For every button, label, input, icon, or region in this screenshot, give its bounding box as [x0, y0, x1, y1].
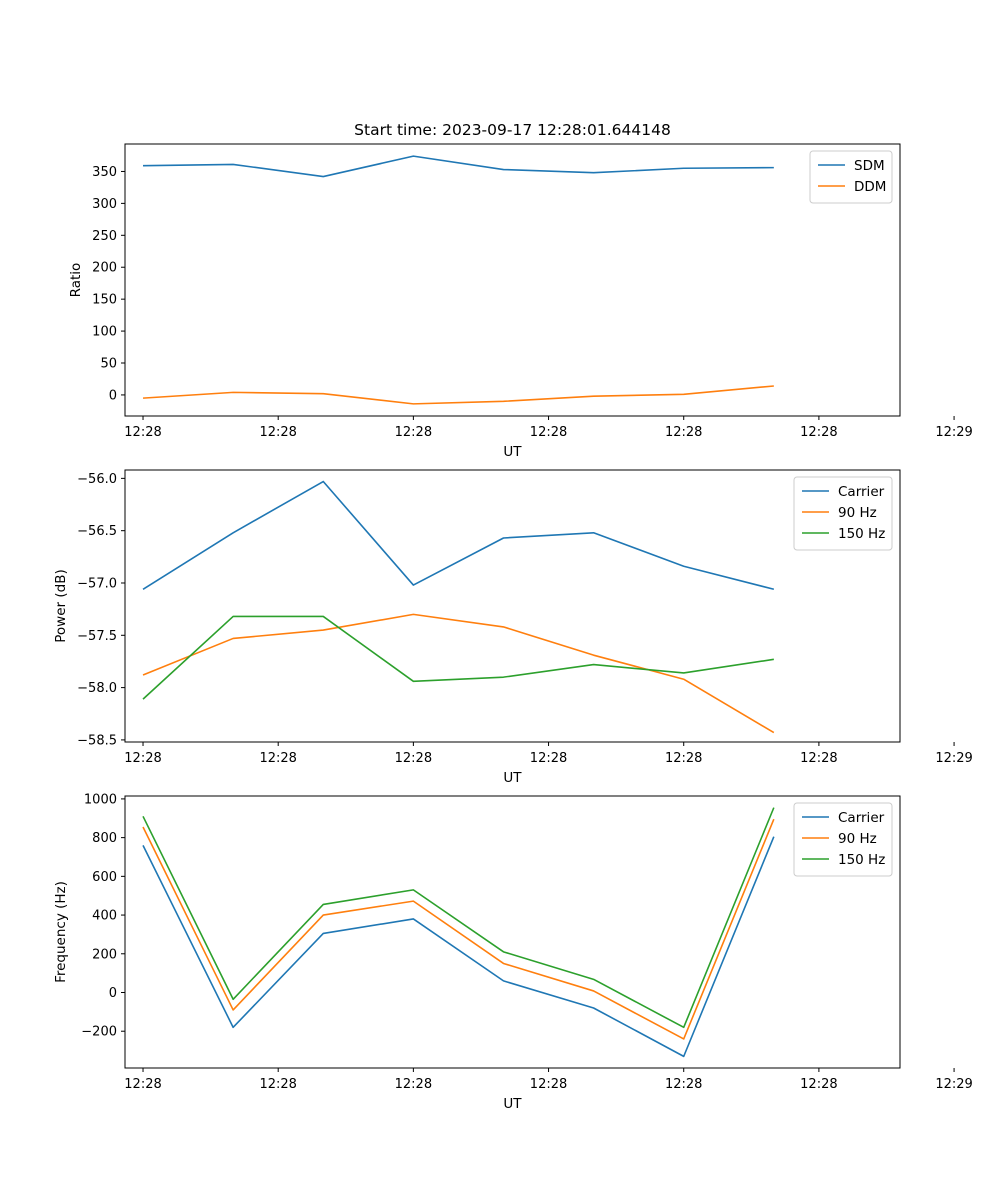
x-axis-label: UT: [503, 770, 522, 786]
x-tick-label: 12:29: [935, 751, 972, 766]
series-line-sdm: [143, 155, 774, 178]
legend-label: 150 Hz: [838, 526, 885, 542]
x-tick-label: 12:28: [800, 425, 837, 440]
y-tick-label: 300: [92, 197, 117, 212]
y-tick-label: 200: [92, 261, 117, 276]
legend-label: Carrier: [838, 810, 885, 826]
x-tick-label: 12:28: [665, 1077, 702, 1092]
chart-panel-2: 12:28 12:28 12:28 12:28 12:28 12:28 12:29 −58.5…: [53, 469, 973, 786]
y-axis-label: Power (dB): [53, 569, 69, 642]
y-tick-label: −57.5: [77, 629, 117, 644]
series-line-90-hz: [142, 613, 775, 734]
y-tick-label: 100: [92, 325, 117, 340]
legend-box: [809, 150, 893, 204]
x-tick-label: 12:28: [259, 751, 296, 766]
x-axis-label: UT: [503, 1096, 522, 1112]
axes-frame: [124, 795, 901, 1069]
series-line-carrier: [142, 836, 775, 1058]
y-tick-label: 600: [92, 870, 117, 885]
chart-panel-1: Start time: 2023-09-17 12:28:01.644148 12…: [68, 121, 973, 460]
y-tick-label: −57.0: [77, 576, 117, 591]
x-tick-label: 12:29: [935, 1077, 972, 1092]
x-tick-label: 12:28: [124, 425, 161, 440]
x-tick-label: 12:28: [259, 425, 296, 440]
legend: Carrier 90 Hz 150 Hz: [793, 802, 893, 877]
legend: Carrier 90 Hz 150 Hz: [793, 476, 893, 551]
series-line-ddm: [142, 385, 774, 405]
legend-box: [793, 802, 893, 877]
chart-title: Start time: 2023-09-17 12:28:01.644148: [354, 121, 671, 139]
x-tick-label: 12:28: [800, 1077, 837, 1092]
y-tick-label: 150: [92, 293, 117, 308]
y-tick-label: −58.0: [77, 681, 117, 696]
chart-panel-3: 12:28 12:28 12:28 12:28 12:28 12:28 12:29 −200 0…: [53, 792, 973, 1112]
y-tick-label: 800: [92, 831, 117, 846]
x-tick-label: 12:28: [665, 751, 702, 766]
y-tick-label: −58.5: [77, 733, 117, 748]
legend-label: Carrier: [838, 484, 885, 500]
legend-label: DDM: [854, 179, 886, 195]
x-tick-label: 12:28: [259, 1077, 296, 1092]
x-tick-label: 12:28: [395, 751, 432, 766]
y-tick-label: −56.0: [77, 472, 117, 487]
y-tick-label: −200: [81, 1025, 117, 1040]
x-tick-label: 12:28: [530, 751, 567, 766]
x-tick-label: 12:28: [800, 751, 837, 766]
series-line-150-hz: [142, 615, 774, 700]
y-tick-label: 400: [92, 909, 117, 924]
y-tick-label: 350: [92, 165, 117, 180]
x-tick-label: 12:28: [530, 1077, 567, 1092]
axes-frame: [124, 469, 901, 743]
y-tick-label: 0: [109, 986, 117, 1001]
x-tick-label: 12:28: [530, 425, 567, 440]
y-tick-label: 50: [100, 357, 117, 372]
x-tick-label: 12:28: [124, 1077, 161, 1092]
legend-label: 150 Hz: [838, 852, 885, 868]
y-axis-label: Ratio: [68, 263, 84, 298]
y-tick-label: 250: [92, 229, 117, 244]
x-tick-label: 12:28: [665, 425, 702, 440]
x-tick-label: 12:28: [395, 425, 432, 440]
legend: SDM DDM: [809, 150, 893, 204]
series-line-carrier: [142, 480, 775, 591]
axes-frame: [124, 143, 901, 417]
y-tick-label: −56.5: [77, 524, 117, 539]
legend-label: 90 Hz: [838, 831, 877, 847]
y-tick-label: 1000: [84, 792, 117, 807]
y-tick-label: 200: [92, 947, 117, 962]
x-tick-label: 12:29: [935, 425, 972, 440]
legend-box: [793, 476, 893, 551]
legend-label: 90 Hz: [838, 505, 877, 521]
legend-label: SDM: [854, 158, 885, 174]
x-tick-label: 12:28: [395, 1077, 432, 1092]
x-axis-label: UT: [503, 444, 522, 460]
y-tick-label: 0: [109, 388, 117, 403]
y-axis-label: Frequency (Hz): [53, 881, 69, 983]
series-line-150-hz: [142, 807, 775, 1029]
x-tick-label: 12:28: [124, 751, 161, 766]
series-line-90-hz: [142, 818, 775, 1040]
